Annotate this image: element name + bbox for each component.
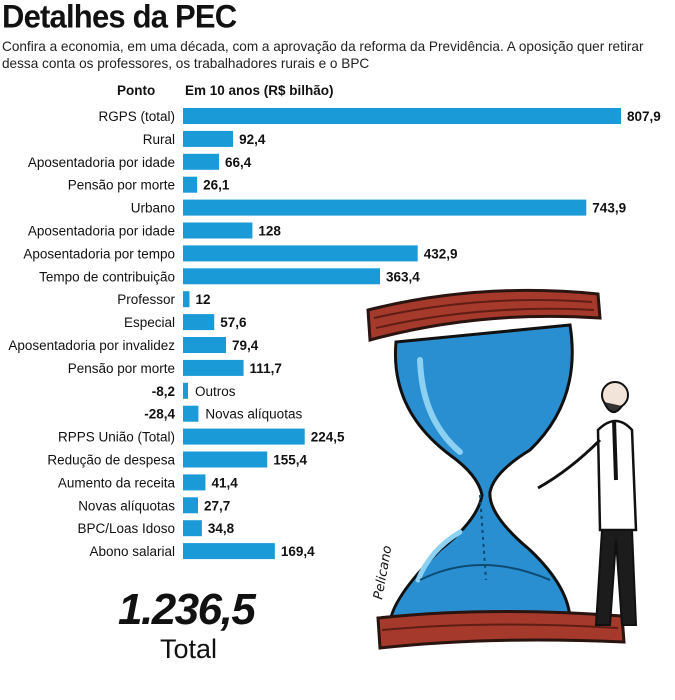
bar <box>183 153 219 170</box>
category-label: Rural <box>143 132 175 147</box>
value-label: 224,5 <box>311 430 345 445</box>
value-label: -8,2 <box>152 384 175 399</box>
category-label: Aposentadoria por idade <box>28 224 175 239</box>
category-label: Urbano <box>131 201 175 216</box>
chart-title: Detalhes da PEC <box>2 0 237 35</box>
bar-row: Professor 12 <box>117 291 211 308</box>
bar-row: Aumento da receita 41,4 <box>58 474 238 491</box>
value-label: 26,1 <box>203 178 230 193</box>
artist-signature: Pelicano <box>371 545 395 601</box>
category-label: Professor <box>117 292 175 307</box>
man-figure <box>537 381 638 626</box>
value-label: 92,4 <box>239 132 266 147</box>
category-label: Novas alíquotas <box>78 498 175 513</box>
bar <box>183 451 268 468</box>
value-label: -28,4 <box>144 407 175 422</box>
bar <box>183 405 199 422</box>
value-label: 66,4 <box>225 155 252 170</box>
value-label: 128 <box>258 224 281 239</box>
category-label: Novas alíquotas <box>205 407 302 422</box>
bar <box>183 382 188 399</box>
bar <box>183 108 621 124</box>
bar <box>183 222 253 239</box>
value-label: 111,7 <box>250 361 282 376</box>
hourglass-glass <box>388 323 574 627</box>
bar-chart: RGPS (total) 807,9 Rural 92,4 Aposentadoria … <box>8 108 661 560</box>
value-label: 155,4 <box>273 453 307 468</box>
bar-row: Aposentadoria por idade 128 <box>28 222 281 239</box>
value-label: 743,9 <box>592 201 626 216</box>
bar-row: Especial 57,6 <box>124 314 247 331</box>
value-label: 363,4 <box>386 269 420 284</box>
category-label: BPC/Loas Idoso <box>77 521 175 536</box>
bar-row: Aposentadoria por tempo 432,9 <box>23 245 458 262</box>
bar <box>183 176 198 193</box>
value-label: 12 <box>196 292 211 307</box>
category-label: Tempo de contribuição <box>39 269 175 284</box>
value-label: 169,4 <box>281 544 315 559</box>
category-label: Aposentadoria por idade <box>28 155 175 170</box>
bar-row: Tempo de contribuição 363,4 <box>39 268 420 285</box>
bar <box>183 245 418 262</box>
bar-row: Novas alíquotas 27,7 <box>78 497 230 514</box>
bar-row: Novas alíquotas -28,4 <box>144 405 302 422</box>
bar-row: Redução de despesa 155,4 <box>47 451 308 468</box>
bar <box>183 291 190 308</box>
bar <box>183 543 275 560</box>
bar <box>183 359 244 376</box>
bar <box>183 199 587 216</box>
bar-row: Urbano 743,9 <box>131 199 626 216</box>
value-label: 807,9 <box>627 109 661 124</box>
category-label: Aposentadoria por tempo <box>23 246 175 261</box>
bar <box>183 268 381 285</box>
bar-row: Rural 92,4 <box>143 130 266 147</box>
column-header-label: Ponto <box>117 83 156 98</box>
bar-row: Pensão por morte 111,7 <box>68 359 282 376</box>
bar-row: Abono salarial 169,4 <box>89 543 315 560</box>
bar-row: Pensão por morte 26,1 <box>68 176 230 193</box>
bar <box>183 428 305 445</box>
value-label: 41,4 <box>211 475 238 490</box>
bar-row: RGPS (total) 807,9 <box>98 108 661 124</box>
category-label: RPPS União (Total) <box>58 430 175 445</box>
category-label: Outros <box>195 384 236 399</box>
hourglass-illustration: Pelicano <box>366 288 638 650</box>
hourglass-top-base <box>366 288 602 342</box>
bar-row: RPPS União (Total) 224,5 <box>58 428 345 445</box>
category-label: Pensão por morte <box>68 361 175 376</box>
category-label: Especial <box>124 315 175 330</box>
category-label: RGPS (total) <box>98 109 175 124</box>
value-label: 27,7 <box>204 498 230 513</box>
bar <box>183 314 215 331</box>
value-label: 34,8 <box>208 521 235 536</box>
category-label: Pensão por morte <box>68 178 175 193</box>
category-label: Aposentadoria por invalidez <box>8 338 175 353</box>
value-label: 57,6 <box>220 315 247 330</box>
bar <box>183 520 202 537</box>
bar <box>183 130 234 147</box>
bar <box>183 497 199 514</box>
bar-row: Outros -8,2 <box>152 382 236 399</box>
column-header-value: Em 10 anos (R$ bilhão) <box>185 83 334 98</box>
value-label: 79,4 <box>232 338 259 353</box>
category-label: Redução de despesa <box>47 453 175 468</box>
value-label: 432,9 <box>424 246 458 261</box>
category-label: Abono salarial <box>89 544 175 559</box>
total-value: 1.236,5 <box>118 585 256 634</box>
total-label: Total <box>160 634 218 664</box>
hourglass-bottom-base <box>376 609 626 650</box>
bar-row: Aposentadoria por invalidez 79,4 <box>8 337 259 353</box>
bar <box>183 337 227 353</box>
bar <box>183 474 206 491</box>
chart-subtitle: Confira a economia, em uma década, com a… <box>2 39 644 71</box>
category-label: Aumento da receita <box>58 475 176 490</box>
bar-row: BPC/Loas Idoso 34,8 <box>77 520 235 537</box>
bar-row: Aposentadoria por idade 66,4 <box>28 153 252 170</box>
